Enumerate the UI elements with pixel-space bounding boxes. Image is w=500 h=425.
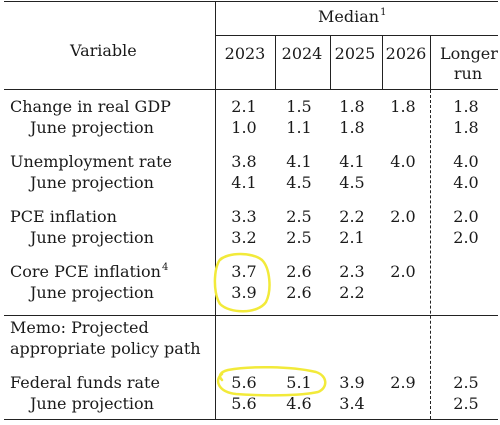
memo-label-line1: Memo: Projected	[10, 318, 149, 337]
value-cell: 1.8	[339, 118, 365, 137]
row-label-gdp-june: June projection	[30, 118, 154, 137]
value-cell: 3.8	[231, 152, 257, 171]
value-cell: 4.5	[286, 173, 312, 192]
value-cell: 1.5	[286, 97, 312, 116]
value-cell: 2.1	[231, 97, 257, 116]
value-cell: 1.8	[339, 97, 365, 116]
value-cell: 4.0	[453, 152, 479, 171]
year-2025-header: 2025	[334, 44, 376, 63]
value-cell: 3.3	[231, 207, 257, 226]
value-cell: 2.0	[390, 207, 416, 226]
year-2024-header: 2024	[281, 44, 323, 63]
value-cell: 5.6	[231, 373, 257, 392]
row-label-pce: PCE inflation	[10, 207, 117, 226]
value-cell: 3.9	[339, 373, 365, 392]
memo-label-line2: appropriate policy path	[10, 339, 201, 358]
row-label-fed-funds: Federal funds rate	[10, 373, 160, 392]
value-cell: 2.5	[286, 207, 312, 226]
value-cell: 2.1	[339, 228, 365, 247]
value-cell: 1.1	[286, 118, 312, 137]
row-label-pce-june: June projection	[30, 228, 154, 247]
value-cell: 2.5	[453, 373, 479, 392]
value-cell: 2.9	[390, 373, 416, 392]
value-cell: 2.6	[286, 283, 312, 302]
longer-run-dashed-divider	[430, 90, 431, 419]
value-cell: 2.5	[286, 228, 312, 247]
row-label-unemployment-june: June projection	[30, 173, 154, 192]
median-header: Median1	[318, 7, 387, 26]
value-cell: 1.8	[390, 97, 416, 116]
memo-top-rule	[4, 315, 498, 316]
row-label-core-pce-june: June projection	[30, 283, 154, 302]
value-cell: 4.6	[286, 394, 312, 413]
value-cell: 3.7	[231, 262, 257, 281]
value-cell: 4.1	[231, 173, 257, 192]
value-cell: 4.5	[339, 173, 365, 192]
value-cell: 1.8	[453, 118, 479, 137]
col-divider-2025	[382, 36, 383, 90]
value-cell: 2.0	[390, 262, 416, 281]
row-label-fed-funds-june: June projection	[30, 394, 154, 413]
value-cell: 2.2	[339, 207, 365, 226]
value-cell: 1.8	[453, 97, 479, 116]
longer-run-header-line2: run	[453, 64, 483, 83]
value-cell: 2.0	[453, 228, 479, 247]
value-cell: 4.0	[453, 173, 479, 192]
value-cell: 2.0	[453, 207, 479, 226]
row-label-core-pce: Core PCE inflation4	[10, 262, 169, 281]
value-cell: 2.2	[339, 283, 365, 302]
value-cell: 2.5	[453, 394, 479, 413]
row-label-unemployment: Unemployment rate	[10, 152, 173, 171]
value-cell: 1.0	[231, 118, 257, 137]
table-bottom-rule	[4, 419, 498, 420]
median-underline	[215, 35, 498, 36]
col-divider-2023	[275, 36, 276, 90]
value-cell: 5.6	[231, 394, 257, 413]
value-cell: 4.1	[339, 152, 365, 171]
value-cell: 3.4	[339, 394, 365, 413]
year-2023-header: 2023	[224, 44, 266, 63]
header-bottom-rule	[4, 89, 498, 90]
row-label-gdp: Change in real GDP	[10, 97, 171, 116]
value-cell: 4.0	[390, 152, 416, 171]
table-top-rule	[4, 1, 498, 2]
col-divider-2024	[330, 36, 331, 90]
value-cell: 2.3	[339, 262, 365, 281]
value-cell: 2.6	[286, 262, 312, 281]
value-cell: 4.1	[286, 152, 312, 171]
col-divider-variable	[215, 1, 216, 420]
year-2026-header: 2026	[385, 44, 427, 63]
col-divider-2026	[430, 36, 431, 90]
longer-run-header-line1: Longer	[440, 44, 498, 63]
variable-header: Variable	[70, 41, 137, 60]
value-cell: 3.2	[231, 228, 257, 247]
value-cell: 3.9	[231, 283, 257, 302]
value-cell: 5.1	[286, 373, 312, 392]
